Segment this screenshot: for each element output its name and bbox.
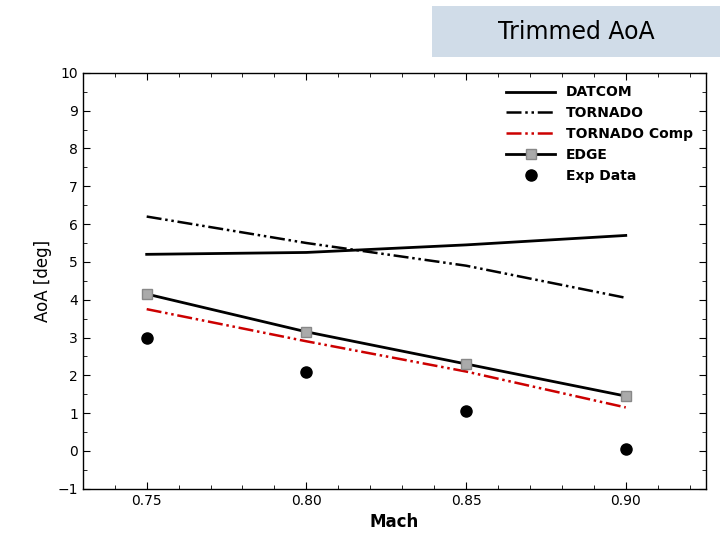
Y-axis label: AoA [deg]: AoA [deg] bbox=[34, 240, 52, 322]
Legend: DATCOM, TORNADO, TORNADO Comp, EDGE, Exp Data: DATCOM, TORNADO, TORNADO Comp, EDGE, Exp… bbox=[501, 80, 698, 189]
X-axis label: Mach: Mach bbox=[369, 513, 419, 531]
Text: Trimmed AoA: Trimmed AoA bbox=[498, 19, 654, 44]
